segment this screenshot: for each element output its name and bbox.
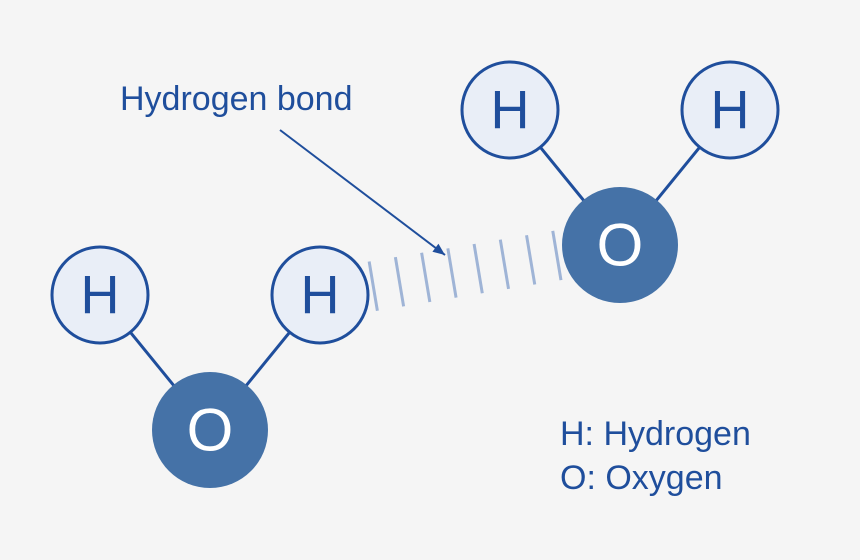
- hydrogen-bond-tick: 8: [369, 261, 377, 310]
- hydrogen-bond-layer: 88888888: [369, 231, 561, 311]
- hydrogen-atom: H: [272, 247, 368, 343]
- oxygen-atom: O: [152, 372, 268, 488]
- label-arrow-line: [280, 130, 445, 255]
- hydrogen-bond-tick: 8: [448, 248, 456, 297]
- label-arrow-layer: [280, 130, 445, 255]
- hydrogen-letter: H: [301, 265, 340, 325]
- hydrogen-bond-tick: 8: [395, 257, 403, 306]
- hydrogen-atom: H: [462, 62, 558, 158]
- label-arrow-head: [432, 244, 445, 255]
- hydrogen-bond-tick: 8: [527, 235, 535, 284]
- hydrogen-atom: H: [52, 247, 148, 343]
- hydrogen-bond-tick: 8: [553, 231, 561, 280]
- hydrogen-letter: H: [711, 80, 750, 140]
- oxygen-atom: O: [562, 187, 678, 303]
- oxygen-letter: O: [597, 212, 644, 279]
- hydrogen-atom: H: [682, 62, 778, 158]
- hydrogen-letter: H: [81, 265, 120, 325]
- legend-line: H: Hydrogen: [560, 415, 751, 453]
- hydrogen-bond-tick: 8: [500, 240, 508, 289]
- hydrogen-bond-tick: 8: [474, 244, 482, 293]
- hydrogen-bond-tick: 8: [422, 253, 430, 302]
- legend-line: O: Oxygen: [560, 459, 723, 497]
- hydrogen-bond-label: Hydrogen bond: [120, 80, 353, 118]
- hydrogen-letter: H: [491, 80, 530, 140]
- oxygen-letter: O: [187, 397, 234, 464]
